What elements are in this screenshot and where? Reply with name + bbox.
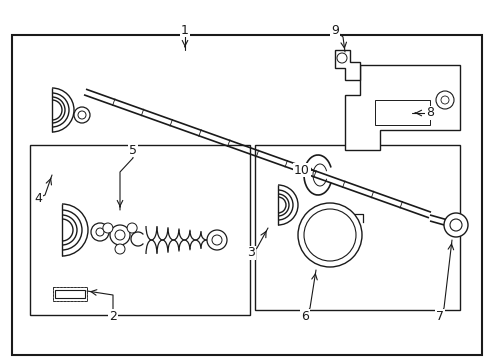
Bar <box>374 100 429 125</box>
Circle shape <box>74 107 90 123</box>
Text: 6: 6 <box>301 310 308 323</box>
Polygon shape <box>345 65 459 150</box>
Bar <box>53 287 87 301</box>
Text: 2: 2 <box>109 310 117 323</box>
Text: 7: 7 <box>435 310 443 323</box>
Circle shape <box>102 223 113 233</box>
Circle shape <box>78 111 86 119</box>
Text: 4: 4 <box>34 192 42 204</box>
Circle shape <box>440 96 448 104</box>
Circle shape <box>115 230 125 240</box>
Circle shape <box>110 225 130 245</box>
Polygon shape <box>334 50 359 80</box>
Circle shape <box>449 219 461 231</box>
Bar <box>30 145 249 315</box>
Text: 3: 3 <box>246 247 254 260</box>
Circle shape <box>304 209 355 261</box>
Bar <box>254 145 459 310</box>
Text: 5: 5 <box>129 144 137 157</box>
Text: 8: 8 <box>425 107 433 120</box>
Bar <box>53 287 87 301</box>
Text: 1: 1 <box>181 23 188 36</box>
Circle shape <box>435 91 453 109</box>
Text: 10: 10 <box>293 163 309 176</box>
Circle shape <box>115 244 125 254</box>
Circle shape <box>212 235 222 245</box>
Circle shape <box>206 230 226 250</box>
Circle shape <box>127 223 137 233</box>
Circle shape <box>443 213 467 237</box>
Circle shape <box>96 228 104 236</box>
Circle shape <box>336 53 346 63</box>
Bar <box>12 35 481 355</box>
Text: 9: 9 <box>330 23 338 36</box>
Circle shape <box>91 223 109 241</box>
Bar <box>55 290 85 298</box>
